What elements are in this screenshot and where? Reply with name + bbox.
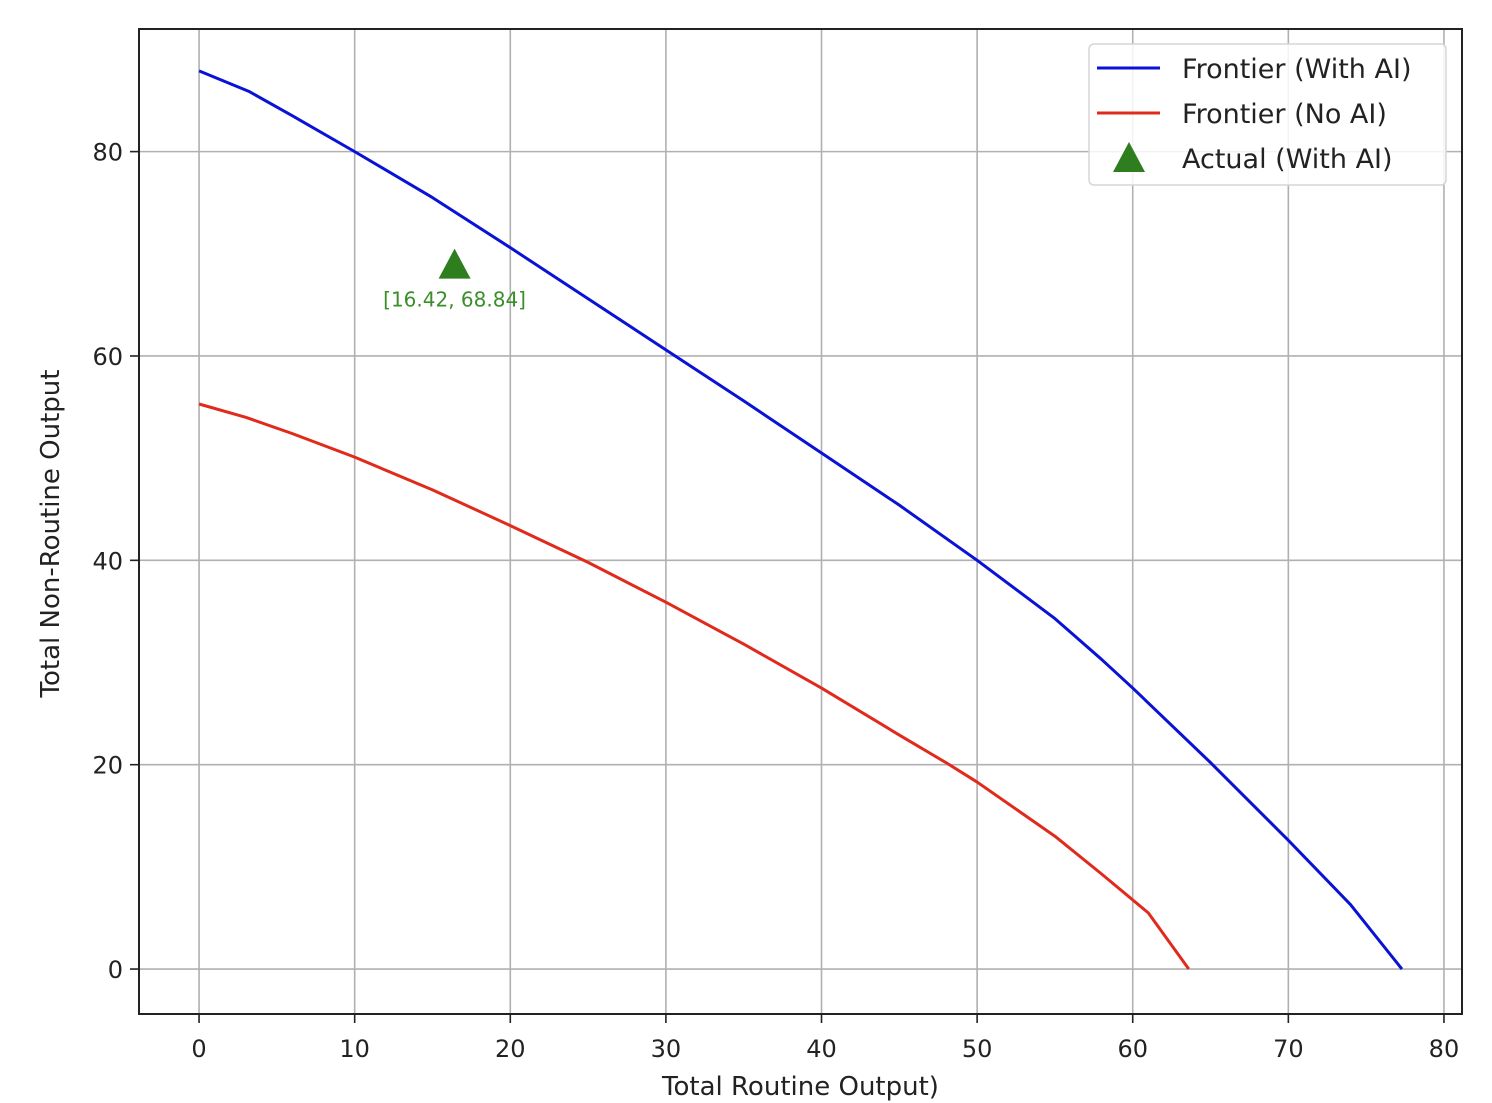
x-tick-label: 30 — [651, 1035, 682, 1063]
y-tick-label: 0 — [108, 956, 123, 984]
series-line — [198, 69, 1404, 970]
series-line — [198, 402, 1190, 970]
x-tick-label: 40 — [806, 1035, 837, 1063]
triangle-marker — [438, 248, 471, 279]
y-tick-label: 20 — [92, 752, 123, 780]
y-tick-label: 60 — [92, 343, 123, 371]
legend-triangle — [1113, 142, 1145, 172]
x-tick-label: 0 — [191, 1035, 206, 1063]
y-tick-label: 40 — [92, 547, 123, 575]
y-axis-label: Total Non-Routine Output — [36, 370, 66, 699]
legend-label: Frontier (No AI) — [1182, 99, 1387, 130]
legend-box — [1088, 43, 1447, 186]
x-tick-label: 50 — [962, 1035, 993, 1063]
x-tick-label: 80 — [1429, 1035, 1460, 1063]
plot-frame — [138, 28, 1463, 1015]
point-annotation: [16.42, 68.84] — [383, 288, 526, 312]
x-tick-label: 20 — [495, 1035, 526, 1063]
x-tick-label: 60 — [1117, 1035, 1148, 1063]
x-axis-label: Total Routine Output) — [662, 1072, 939, 1102]
legend-label: Frontier (With AI) — [1182, 54, 1411, 85]
y-tick-label: 80 — [92, 139, 123, 167]
x-tick-label: 10 — [339, 1035, 370, 1063]
x-tick-label: 70 — [1273, 1035, 1304, 1063]
legend-label: Actual (With AI) — [1182, 144, 1393, 175]
